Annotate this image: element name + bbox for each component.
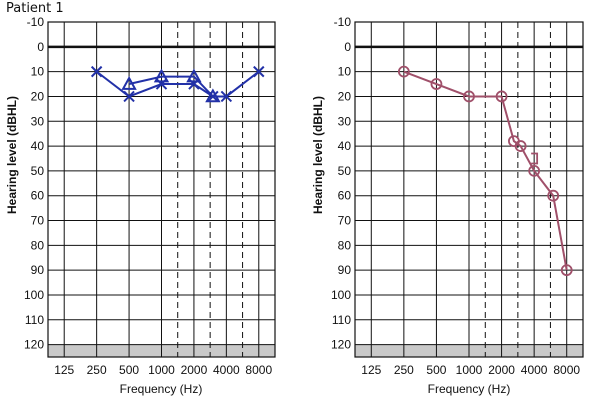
y-tick-label: 80 (338, 238, 352, 252)
data-point-circle (547, 189, 560, 202)
y-tick-label: 120 (24, 338, 44, 352)
y-tick-label: -10 (27, 15, 45, 29)
x-tick-label: 2000 (181, 363, 208, 377)
data-point-x (220, 90, 233, 103)
y-tick-label: 60 (338, 189, 352, 203)
y-tick-label: 0 (37, 40, 44, 54)
y-tick-label: 90 (31, 263, 45, 277)
x-tick-label: 4000 (521, 363, 548, 377)
x-tick-label: 1000 (456, 363, 483, 377)
data-point-x (253, 65, 265, 78)
y-tick-label: 60 (31, 189, 45, 203)
data-point-circle (495, 90, 508, 103)
x-tick-label: 2000 (488, 363, 515, 377)
x-tick-label: 250 (394, 363, 414, 377)
y-tick-label: 90 (338, 263, 352, 277)
y-tick-label: 30 (31, 114, 45, 128)
data-point-circle (463, 90, 475, 103)
data-point-bracket (531, 152, 539, 165)
y-tick-label: -10 (334, 15, 352, 29)
y-axis-label: Hearing level (dBHL) (311, 96, 325, 214)
x-tick-label: 1000 (148, 363, 175, 377)
data-point-circle (560, 264, 573, 277)
data-point-triangle (121, 75, 137, 90)
data-point-triangle (153, 68, 170, 83)
series-line (128, 75, 214, 98)
x-tick-label: 125 (361, 363, 381, 377)
data-point-circle (528, 164, 541, 177)
y-tick-label: 50 (338, 164, 352, 178)
data-point-triangle (186, 68, 202, 83)
x-tick-label: 8000 (245, 363, 272, 377)
y-tick-label: 80 (31, 238, 45, 252)
audiogram-1: -10 0 10 20 30 40 50 60 70 80 90 100 110 120 125 250 500… (5, 15, 276, 396)
y-tick-label: 20 (338, 89, 352, 103)
x-tick-label: 500 (119, 363, 139, 377)
data-point-circle (430, 78, 443, 90)
y-tick-label: 50 (31, 164, 45, 178)
y-axis-label: Hearing level (dBHL) (5, 96, 19, 214)
y-tick-label: 40 (338, 139, 352, 153)
y-tick-label: 120 (331, 338, 351, 352)
data-point-x (123, 90, 135, 103)
y-tick-label: 30 (338, 114, 352, 128)
data-point-circle (514, 140, 527, 152)
x-tick-label: 4000 (213, 363, 240, 377)
plot-frame (47, 21, 276, 358)
y-tick-label: 110 (332, 313, 351, 327)
plot-frame (354, 21, 584, 358)
x-axis-label: Frequency (Hz) (428, 382, 511, 396)
x-axis-label: Frequency (Hz) (120, 382, 203, 396)
page-title: Patient 1 (6, 1, 64, 16)
x-tick-label: 500 (426, 363, 446, 377)
y-tick-label: 20 (31, 89, 45, 103)
x-tick-label: 125 (54, 363, 74, 377)
x-tick-label: 8000 (553, 363, 580, 377)
y-tick-label: 10 (338, 65, 352, 79)
series-line (403, 70, 568, 271)
y-tick-label: 70 (31, 214, 45, 228)
x-tick-label: 250 (87, 363, 107, 377)
y-tick-label: 110 (25, 313, 44, 327)
y-tick-label: 40 (31, 139, 45, 153)
y-tick-label: 0 (344, 40, 351, 54)
y-tick-label: 10 (31, 65, 45, 79)
audiogram-2: -10 0 10 20 30 40 50 60 70 80 90 100 110 120 125 250 500… (311, 15, 584, 396)
y-tick-label: 100 (24, 288, 44, 302)
y-tick-label: 100 (331, 288, 351, 302)
data-point-triangle (205, 88, 221, 103)
data-point-x (90, 65, 103, 78)
data-point-circle (397, 65, 410, 78)
y-tick-label: 70 (338, 214, 352, 228)
